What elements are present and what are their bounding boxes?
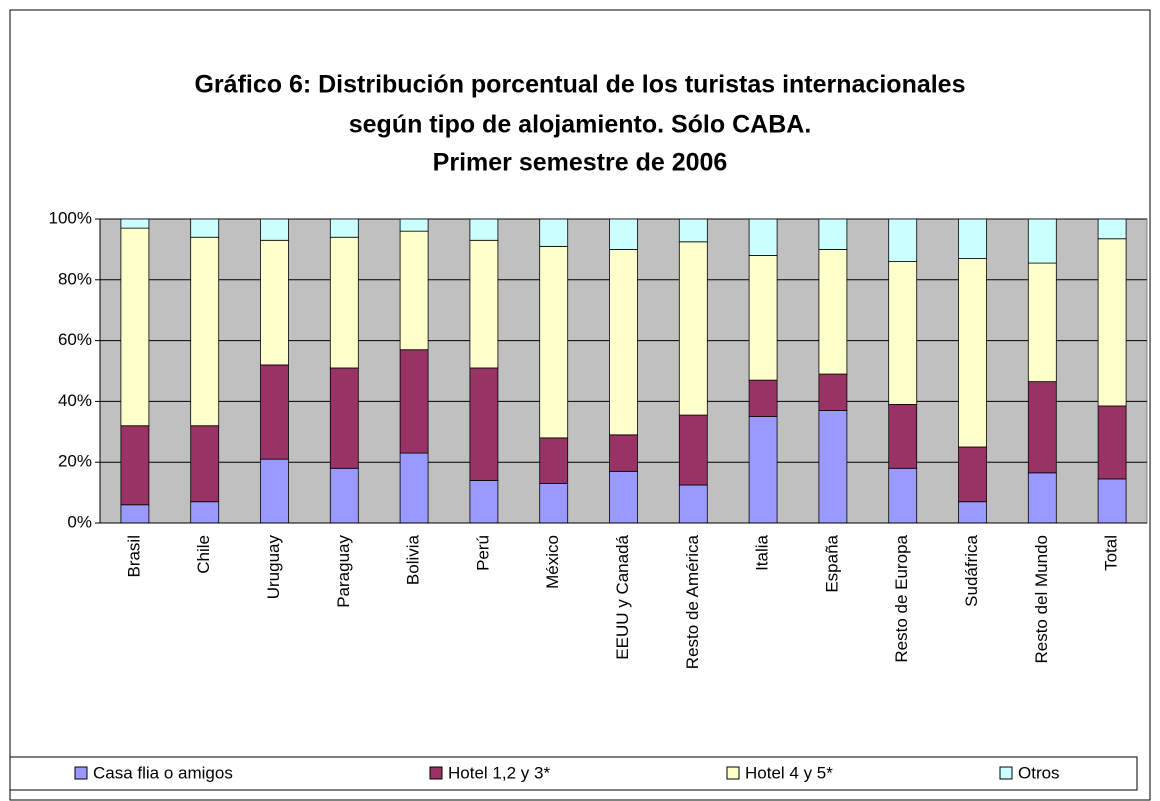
legend-label: Casa flia o amigos [93, 763, 233, 782]
y-tick-label: 100% [49, 208, 92, 227]
x-tick-label: Bolivia [404, 534, 423, 585]
legend-swatch [999, 766, 1013, 780]
bar-segment [609, 218, 638, 250]
x-tick-label: Italia [753, 534, 772, 570]
bar-segment [399, 349, 429, 454]
bar-segment [260, 239, 289, 366]
x-tick-label: Paraguay [334, 535, 353, 608]
bar-segment [1097, 238, 1127, 407]
x-tick-label: Brasil [124, 535, 143, 578]
bar-segment [539, 437, 569, 484]
bar-segment [329, 367, 359, 469]
bar-segment [1097, 405, 1127, 480]
bar-segment [1027, 218, 1057, 264]
bar-segment [958, 258, 987, 448]
legend-box [9, 756, 1138, 791]
bar-segment [539, 218, 569, 247]
legend-swatch [429, 766, 443, 780]
bar-segment [120, 218, 150, 229]
bar-segment [818, 218, 848, 250]
bar-segment [329, 236, 359, 369]
bar-segment [1097, 478, 1127, 524]
bar-segment [609, 248, 638, 436]
legend-label: Otros [1018, 763, 1060, 782]
bar-segment [469, 480, 499, 524]
bar-segment [958, 446, 987, 503]
bar-segment [958, 501, 987, 524]
bar-segment [399, 230, 429, 351]
x-tick-label: España [822, 534, 841, 592]
chart-title: Primer semestre de 2006 [433, 149, 728, 177]
bar-segment [399, 218, 429, 232]
x-tick-label: Resto del Mundo [1032, 535, 1051, 664]
bar-segment [609, 470, 638, 524]
y-tick-label: 0% [67, 512, 92, 531]
bar-segment [539, 245, 569, 439]
x-tick-label: Total [1102, 535, 1121, 571]
bar-segment [888, 261, 918, 405]
bar-segment [260, 458, 289, 524]
x-tick-label: EEUU y Canadá [613, 534, 632, 659]
legend-swatch [726, 766, 740, 780]
bar-segment [120, 425, 150, 506]
bar-segment [678, 218, 708, 243]
bar-segment [1027, 381, 1057, 474]
legend-label: Hotel 1,2 y 3* [448, 763, 550, 782]
y-tick-label: 20% [58, 452, 92, 471]
bar-segment [120, 504, 150, 524]
chart-title: según tipo de alojamiento. Sólo CABA. [349, 111, 812, 139]
y-tick-label: 80% [58, 269, 92, 288]
x-tick-label: Resto de Europa [892, 534, 911, 662]
bar-segment [888, 218, 918, 262]
bar-segment [888, 467, 918, 524]
bar-segment [120, 227, 150, 427]
bar-segment [888, 404, 918, 469]
bar-segment [329, 467, 359, 524]
bar-segment [609, 434, 638, 472]
bar-segment [678, 414, 708, 486]
bar-segment [539, 483, 569, 524]
bar-segment [1097, 218, 1127, 240]
bar-segment [260, 364, 289, 460]
bar-segment [1027, 262, 1057, 383]
x-tick-label: Perú [473, 535, 492, 571]
bar-segment [469, 239, 499, 369]
bar-segment [190, 425, 220, 503]
bar-segment [469, 218, 499, 241]
bar-segment [748, 416, 778, 524]
bar-segment [469, 367, 499, 481]
bar-segment [1027, 472, 1057, 524]
y-tick-label: 60% [58, 330, 92, 349]
chart-title: Gráfico 6: Distribución porcentual de lo… [194, 71, 965, 99]
x-tick-label: México [543, 535, 562, 589]
bar-segment [818, 410, 848, 524]
legend-swatch [74, 766, 88, 780]
bar-segment [190, 501, 220, 524]
bar-segment [958, 218, 987, 259]
x-tick-label: Uruguay [264, 535, 283, 600]
x-tick-label: Resto de América [683, 534, 702, 669]
x-tick-label: Sudáfrica [962, 534, 981, 606]
bar-segment [190, 236, 220, 427]
bar-segment [190, 218, 220, 238]
legend-label: Hotel 4 y 5* [745, 763, 833, 782]
x-tick-label: Chile [194, 535, 213, 574]
bar-segment [260, 218, 289, 241]
bar-segment [818, 248, 848, 375]
y-tick-label: 40% [58, 391, 92, 410]
bar-segment [748, 218, 778, 256]
bar-segment [678, 241, 708, 416]
bar-segment [748, 255, 778, 381]
bar-segment [748, 379, 778, 417]
bar-segment [329, 218, 359, 238]
bar-segment [678, 484, 708, 524]
bar-segment [399, 452, 429, 524]
bar-segment [818, 373, 848, 411]
